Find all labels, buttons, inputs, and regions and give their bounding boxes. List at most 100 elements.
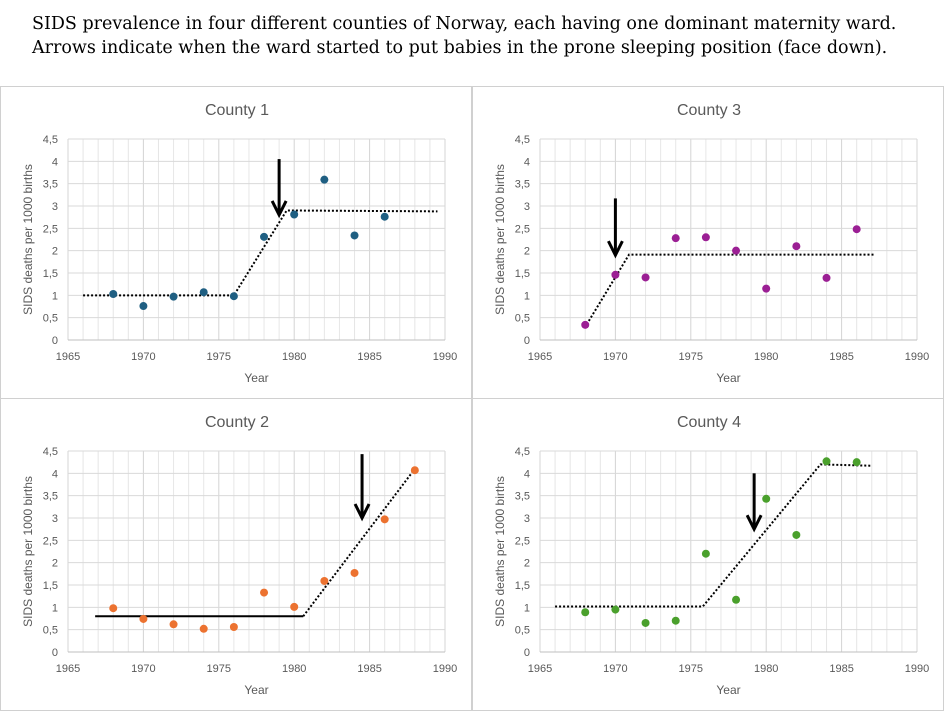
x-axis-label: Year bbox=[244, 371, 268, 385]
y-tick-label: 4 bbox=[524, 468, 530, 480]
x-tick-label: 1975 bbox=[679, 663, 703, 675]
chart-svg: County 2 0 0,5 1 1,5 2 2,5 3 3,5 4 4,5 1965 1970 1975… bbox=[21, 414, 457, 697]
data-point bbox=[109, 604, 118, 613]
chart-title: County 3 bbox=[677, 102, 741, 119]
data-point bbox=[641, 618, 650, 627]
arrow-head bbox=[745, 514, 763, 533]
y-tick-label: 0,5 bbox=[515, 313, 530, 325]
data-point bbox=[199, 624, 208, 633]
y-tick-label: 2 bbox=[52, 246, 58, 258]
y-tick-label: 3,5 bbox=[515, 491, 530, 503]
data-point bbox=[229, 622, 238, 631]
chart-svg: County 4 0 0,5 1 1,5 2 2,5 3 3,5 4 4,5 1965 1970 1975… bbox=[493, 414, 929, 697]
data-point bbox=[732, 595, 741, 604]
y-axis-label: SIDS deaths per 1000 births bbox=[21, 164, 35, 315]
data-point bbox=[139, 302, 148, 311]
x-tick-label: 1970 bbox=[603, 351, 627, 363]
y-tick-label: 0 bbox=[524, 647, 530, 659]
y-tick-label: 4,5 bbox=[43, 134, 58, 146]
x-tick-label: 1975 bbox=[207, 663, 231, 675]
y-tick-label: 1 bbox=[524, 290, 530, 302]
trend-line-dotted bbox=[302, 468, 416, 617]
data-point bbox=[822, 457, 831, 466]
data-point bbox=[260, 588, 269, 597]
data-point bbox=[260, 232, 269, 241]
y-tick-label: 3 bbox=[52, 201, 58, 213]
y-tick-label: 0,5 bbox=[43, 313, 58, 325]
chart-title: County 4 bbox=[677, 414, 741, 431]
y-tick-label: 2,5 bbox=[43, 223, 58, 235]
x-tick-label: 1980 bbox=[282, 663, 306, 675]
y-tick-label: 4,5 bbox=[515, 134, 530, 146]
data-point bbox=[641, 273, 650, 282]
x-tick-label: 1975 bbox=[679, 351, 703, 363]
data-point bbox=[169, 620, 178, 629]
data-point bbox=[792, 530, 801, 539]
x-tick-label: 1990 bbox=[905, 663, 929, 675]
data-point bbox=[380, 515, 389, 524]
y-tick-label: 3,5 bbox=[43, 491, 58, 503]
x-tick-label: 1985 bbox=[829, 351, 853, 363]
data-point bbox=[762, 284, 771, 293]
y-tick-label: 0,5 bbox=[43, 625, 58, 637]
y-tick-label: 3 bbox=[52, 513, 58, 525]
data-point bbox=[852, 458, 861, 467]
x-tick-label: 1985 bbox=[357, 351, 381, 363]
y-tick-label: 4 bbox=[524, 156, 530, 168]
x-tick-label: 1965 bbox=[56, 351, 80, 363]
x-tick-label: 1965 bbox=[528, 663, 552, 675]
data-point bbox=[350, 231, 359, 240]
x-tick-label: 1970 bbox=[131, 351, 155, 363]
data-point bbox=[701, 233, 710, 242]
trend-line-dotted bbox=[585, 253, 875, 325]
data-point bbox=[320, 576, 329, 585]
data-point bbox=[350, 568, 359, 577]
trend-line-dotted bbox=[83, 209, 438, 297]
data-point bbox=[410, 466, 419, 475]
y-tick-label: 4,5 bbox=[515, 446, 530, 458]
caption-line-2: Arrows indicate when the ward started to… bbox=[32, 38, 888, 58]
y-tick-label: 0 bbox=[524, 335, 530, 347]
figure-caption: SIDS prevalence in four different counti… bbox=[32, 12, 896, 60]
y-tick-label: 1,5 bbox=[43, 268, 58, 280]
y-tick-label: 2,5 bbox=[43, 535, 58, 547]
x-tick-label: 1980 bbox=[754, 663, 778, 675]
y-tick-label: 0 bbox=[52, 335, 58, 347]
chart-title: County 1 bbox=[205, 102, 269, 119]
data-point bbox=[581, 608, 590, 617]
y-tick-label: 1,5 bbox=[43, 580, 58, 592]
chart-county-3: County 3 0 0,5 1 1,5 2 2,5 3 3,5 4 4,5 1965 1970 1975… bbox=[472, 86, 944, 399]
data-point bbox=[792, 242, 801, 251]
y-tick-label: 3 bbox=[524, 201, 530, 213]
data-point bbox=[109, 289, 118, 298]
x-tick-label: 1980 bbox=[282, 351, 306, 363]
y-tick-label: 1,5 bbox=[515, 268, 530, 280]
caption-line-1: SIDS prevalence in four different counti… bbox=[32, 14, 897, 34]
x-tick-label: 1980 bbox=[754, 351, 778, 363]
trend-line-dotted bbox=[555, 463, 872, 608]
data-point bbox=[701, 549, 710, 558]
data-point bbox=[169, 292, 178, 301]
y-axis-label: SIDS deaths per 1000 births bbox=[21, 476, 35, 627]
y-tick-label: 4,5 bbox=[43, 446, 58, 458]
y-tick-label: 3,5 bbox=[43, 179, 58, 191]
chart-svg: County 3 0 0,5 1 1,5 2 2,5 3 3,5 4 4,5 1965 1970 1975… bbox=[493, 102, 929, 385]
arrow-head bbox=[353, 503, 371, 522]
x-tick-label: 1985 bbox=[829, 663, 853, 675]
arrow-head bbox=[270, 200, 288, 219]
y-tick-label: 1 bbox=[524, 602, 530, 614]
data-point bbox=[671, 616, 680, 625]
data-point bbox=[611, 270, 620, 279]
x-axis-label: Year bbox=[716, 371, 740, 385]
y-tick-label: 3 bbox=[524, 513, 530, 525]
x-axis-label: Year bbox=[716, 683, 740, 697]
y-tick-label: 2 bbox=[524, 558, 530, 570]
data-point bbox=[762, 494, 771, 503]
data-point bbox=[290, 210, 299, 219]
y-tick-label: 2 bbox=[524, 246, 530, 258]
data-point bbox=[229, 292, 238, 301]
data-point bbox=[139, 614, 148, 623]
arrow-head bbox=[607, 240, 624, 259]
y-tick-label: 2 bbox=[52, 558, 58, 570]
data-point bbox=[290, 602, 299, 611]
